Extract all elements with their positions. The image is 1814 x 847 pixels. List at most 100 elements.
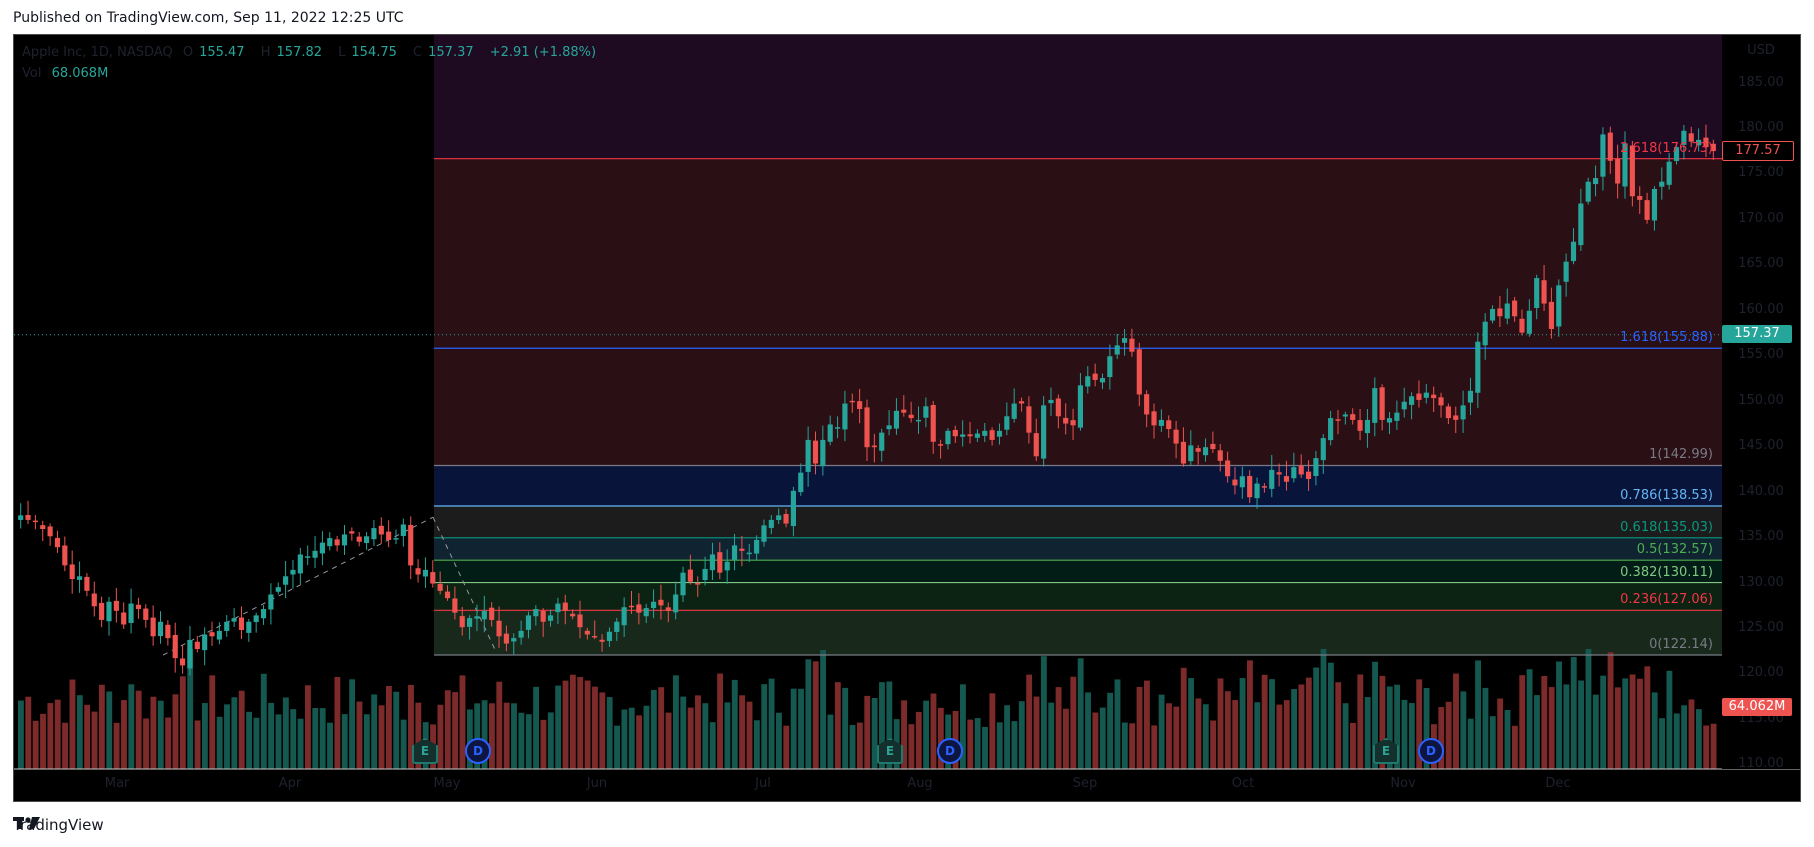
candle-body[interactable] — [99, 602, 105, 620]
candle-body[interactable] — [908, 414, 914, 419]
candle-body[interactable] — [967, 434, 973, 437]
candle-body[interactable] — [224, 621, 230, 631]
candle-body[interactable] — [930, 404, 936, 442]
candle-body[interactable] — [474, 616, 480, 619]
candle-body[interactable] — [54, 537, 61, 548]
candle-body[interactable] — [69, 564, 75, 580]
candle-body[interactable] — [371, 528, 377, 540]
candle-body[interactable] — [886, 425, 892, 430]
candle-body[interactable] — [651, 601, 657, 609]
candle-body[interactable] — [1283, 476, 1290, 482]
candle-body[interactable] — [76, 576, 83, 580]
candle-body[interactable] — [1217, 450, 1223, 461]
candle-body[interactable] — [658, 599, 664, 606]
candle-body[interactable] — [1328, 418, 1334, 441]
candle-body[interactable] — [1688, 133, 1694, 142]
candle-body[interactable] — [260, 609, 267, 619]
candle-body[interactable] — [893, 410, 900, 429]
dividend-marker-icon[interactable]: D — [465, 738, 491, 764]
candle-body[interactable] — [1099, 378, 1106, 383]
candle-body[interactable] — [1261, 486, 1267, 488]
candle-body[interactable] — [290, 569, 296, 575]
candle-body[interactable] — [1526, 310, 1532, 334]
candle-body[interactable] — [157, 621, 164, 637]
candle-body[interactable] — [1107, 356, 1113, 378]
candle-body[interactable] — [1195, 448, 1201, 452]
candle-body[interactable] — [643, 608, 649, 617]
fib-trend-line[interactable] — [432, 516, 497, 652]
candle-body[interactable] — [1136, 349, 1142, 395]
price-chart-canvas[interactable] — [14, 35, 1801, 802]
candle-body[interactable] — [1497, 308, 1503, 317]
candle-body[interactable] — [18, 515, 24, 520]
candle-body[interactable] — [1357, 420, 1363, 431]
candle-body[interactable] — [1004, 416, 1010, 430]
candle-body[interactable] — [1070, 420, 1076, 426]
candle-body[interactable] — [717, 552, 723, 573]
candle-body[interactable] — [1372, 388, 1378, 423]
candle-body[interactable] — [621, 607, 627, 626]
candle-body[interactable] — [827, 424, 833, 442]
candle-body[interactable] — [1011, 403, 1017, 419]
candle-body[interactable] — [1696, 139, 1702, 146]
candle-body[interactable] — [1026, 406, 1032, 433]
chart-frame[interactable] — [13, 34, 1801, 802]
candle-body[interactable] — [1291, 467, 1297, 479]
candle-body[interactable] — [1703, 137, 1709, 148]
candle-body[interactable] — [1305, 471, 1312, 480]
candle-body[interactable] — [989, 430, 995, 440]
candle-body[interactable] — [1350, 414, 1356, 420]
candle-body[interactable] — [1681, 130, 1687, 145]
candle-body[interactable] — [1673, 147, 1680, 161]
candle-body[interactable] — [879, 432, 885, 451]
candle-body[interactable] — [1158, 419, 1164, 426]
candle-body[interactable] — [386, 531, 392, 540]
candle-body[interactable] — [776, 515, 782, 521]
dividend-marker-icon[interactable]: D — [1418, 738, 1444, 764]
candle-body[interactable] — [1188, 445, 1194, 462]
candle-body[interactable] — [673, 594, 679, 613]
candle-body[interactable] — [1438, 397, 1444, 406]
candle-body[interactable] — [871, 445, 877, 448]
candle-body[interactable] — [1122, 338, 1128, 343]
candle-body[interactable] — [923, 406, 929, 418]
candle-body[interactable] — [599, 639, 605, 642]
candle-body[interactable] — [1629, 145, 1635, 197]
candle-body[interactable] — [592, 635, 598, 638]
candle-body[interactable] — [606, 631, 612, 641]
candle-body[interactable] — [1342, 414, 1348, 417]
candle-body[interactable] — [209, 632, 215, 637]
candle-body[interactable] — [1151, 411, 1157, 426]
candle-body[interactable] — [341, 534, 348, 546]
candle-body[interactable] — [702, 569, 708, 581]
candle-body[interactable] — [275, 587, 281, 592]
candle-body[interactable] — [1018, 401, 1025, 404]
candle-body[interactable] — [283, 576, 289, 585]
candle-body[interactable] — [496, 620, 502, 637]
candle-body[interactable] — [1460, 405, 1466, 420]
candle-body[interactable] — [1475, 341, 1481, 393]
candle-body[interactable] — [842, 403, 848, 430]
candle-body[interactable] — [246, 621, 252, 633]
candle-body[interactable] — [754, 539, 760, 554]
candle-body[interactable] — [555, 603, 561, 613]
candle-body[interactable] — [1386, 418, 1393, 423]
candle-body[interactable] — [1637, 195, 1643, 200]
candle-body[interactable] — [481, 610, 487, 620]
candle-body[interactable] — [960, 434, 966, 437]
candle-body[interactable] — [297, 554, 303, 574]
candle-body[interactable] — [1232, 479, 1238, 486]
candle-body[interactable] — [1431, 394, 1437, 399]
candle-body[interactable] — [1313, 458, 1319, 476]
candle-body[interactable] — [636, 604, 642, 613]
candle-body[interactable] — [1114, 345, 1120, 355]
candle-body[interactable] — [533, 609, 539, 617]
candle-body[interactable] — [268, 594, 274, 610]
candle-body[interactable] — [996, 430, 1003, 437]
candle-body[interactable] — [974, 433, 980, 438]
candle-body[interactable] — [25, 514, 31, 520]
candle-body[interactable] — [180, 658, 186, 666]
candle-body[interactable] — [1225, 460, 1231, 477]
candle-body[interactable] — [1210, 443, 1216, 450]
candle-body[interactable] — [238, 617, 245, 630]
